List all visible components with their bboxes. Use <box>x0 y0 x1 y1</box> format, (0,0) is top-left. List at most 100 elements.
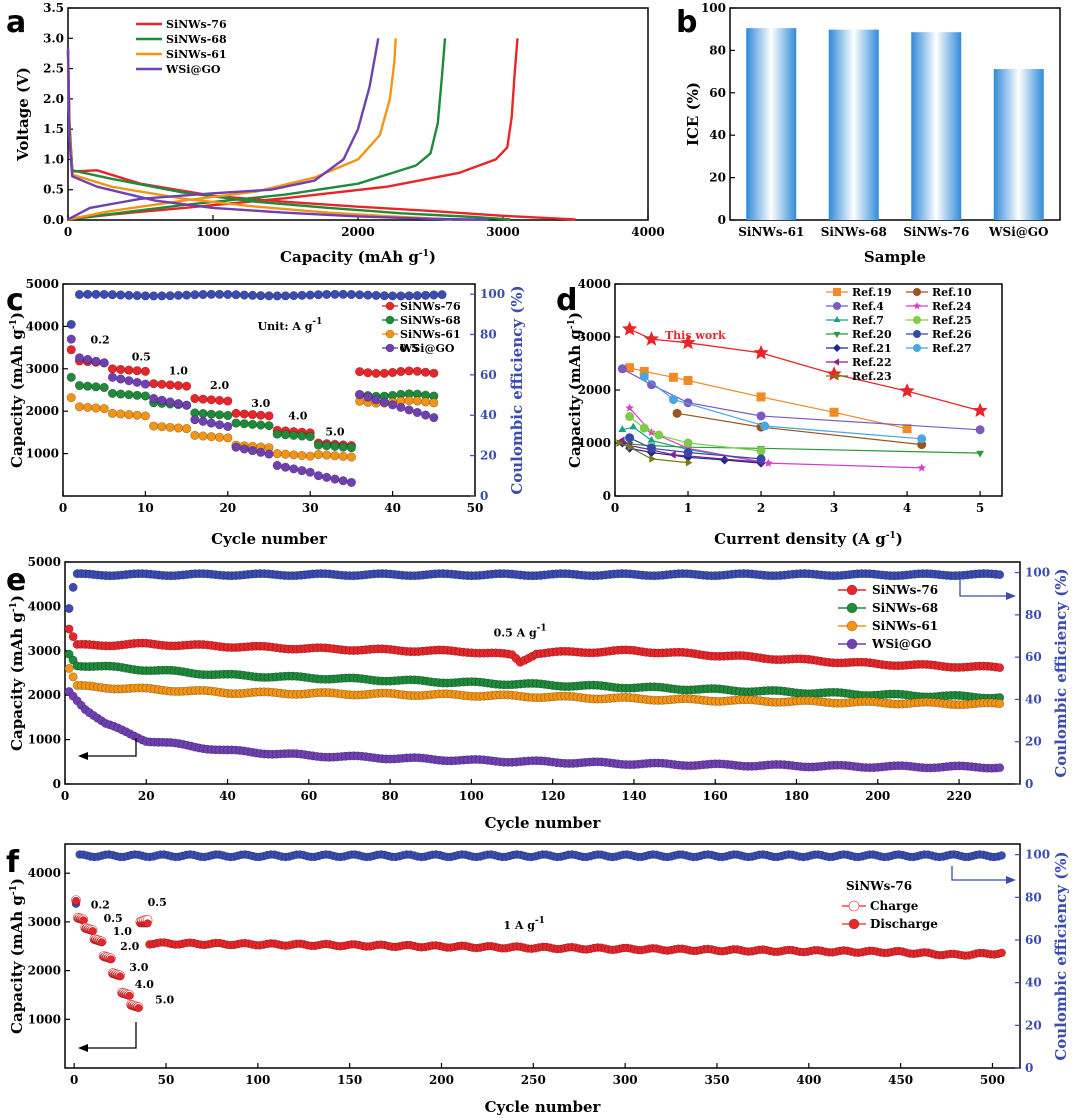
x-tick-label: 1000 <box>196 225 229 239</box>
data-point-SiNWs-61 <box>182 423 192 434</box>
ce-point <box>74 289 85 300</box>
ce-point <box>132 291 142 301</box>
y2-tick-label: 100 <box>480 287 505 301</box>
data-point-marker <box>899 383 915 398</box>
discharge-point <box>115 972 125 981</box>
x-tick-label: WSi@GO <box>988 225 1048 239</box>
ce-point <box>231 290 241 300</box>
data-point-SiNWs-68 <box>305 432 315 442</box>
y-tick-label: 4000 <box>578 277 611 291</box>
data-point-SiNWs-76 <box>124 365 134 375</box>
x-tick-label: 3 <box>830 501 838 515</box>
data-point-WSi@GO <box>412 407 422 418</box>
x-tick-label: 120 <box>540 789 565 803</box>
data-point-SiNWs-68 <box>256 420 266 430</box>
data-point-SiNWs-68 <box>83 381 93 391</box>
data-point-SiNWs-76 <box>182 381 192 391</box>
plot-frame <box>729 7 1061 221</box>
data-point-SiNWs-68 <box>280 430 291 440</box>
data-point-marker <box>833 316 841 322</box>
data-point-SiNWs-76 <box>68 632 78 642</box>
data-point-SiNWs-68 <box>264 421 274 431</box>
data-point-WSi@GO <box>190 415 200 425</box>
legend-label: SiNWs-61 <box>872 619 938 633</box>
x-tick-label: 10 <box>137 501 154 515</box>
x-tick-label: SiNWs-76 <box>903 225 969 239</box>
data-point-WSi@GO <box>404 405 414 415</box>
y2-axis-label: Coulombic efficiency (%) <box>1052 851 1070 1060</box>
ce-point <box>338 289 348 299</box>
y-tick-label: 3.0 <box>43 31 64 45</box>
data-point-marker <box>685 458 693 467</box>
x-tick-label: 40 <box>219 789 236 803</box>
data-point-SiNWs-68 <box>322 441 332 451</box>
data-point-marker <box>643 331 660 346</box>
ce-point <box>396 291 406 301</box>
data-point-WSi@GO <box>223 421 233 432</box>
data-point-SiNWs-68 <box>313 440 324 450</box>
data-point-SiNWs-68 <box>140 391 150 401</box>
data-point-WSi@GO <box>91 356 101 366</box>
legend-marker-discharge <box>848 918 860 930</box>
data-point-WSi@GO <box>420 410 431 420</box>
y2-tick-label: 40 <box>1025 692 1042 706</box>
data-point-marker <box>833 332 841 338</box>
data-point-marker <box>975 425 985 435</box>
data-point-SiNWs-76 <box>116 364 126 375</box>
data-point-marker <box>668 395 678 405</box>
series-line-WSi@GO-charge <box>67 38 380 221</box>
panel-label: a <box>6 5 26 40</box>
y2-tick-label: 100 <box>1025 848 1050 862</box>
data-point-SiNWs-61 <box>173 423 183 433</box>
ce-point <box>437 290 447 300</box>
y-tick-label: 3000 <box>28 915 61 929</box>
data-point-SiNWs-68 <box>66 372 76 382</box>
y-tick-label: 1000 <box>28 733 61 747</box>
ce-point <box>116 290 126 300</box>
rate-label: 3.0 <box>251 397 270 410</box>
rate-label: 2.0 <box>210 379 229 392</box>
data-point-marker <box>649 455 656 463</box>
ce-point <box>165 291 175 301</box>
bar-SiNWs-61 <box>746 28 797 220</box>
data-point-SiNWs-61 <box>107 408 118 418</box>
legend-marker <box>385 315 395 325</box>
x-tick-label: 0 <box>611 501 619 515</box>
ce-point <box>91 289 101 299</box>
ce-point <box>997 851 1006 860</box>
data-point-SiNWs-68 <box>116 389 126 399</box>
x-tick-label: 150 <box>337 1073 362 1087</box>
data-point-SiNWs-76 <box>412 366 422 376</box>
plot-frame <box>64 843 1021 1069</box>
data-point-marker <box>829 407 839 417</box>
ce-point <box>68 582 78 592</box>
discharge-point <box>125 991 134 1000</box>
data-point-SiNWs-76 <box>363 368 373 378</box>
ce-point <box>420 290 431 300</box>
x-tick-label: 450 <box>888 1073 913 1087</box>
x-tick-label: 50 <box>158 1073 175 1087</box>
data-point-marker <box>913 288 921 296</box>
y-tick-label: 4000 <box>26 319 59 333</box>
data-point-marker <box>720 455 730 465</box>
data-point-SiNWs-68 <box>214 410 225 420</box>
data-point-SiNWs-61 <box>68 672 78 682</box>
data-point-SiNWs-76 <box>165 380 175 390</box>
x-tick-label: 160 <box>703 789 728 803</box>
ce-point <box>157 291 167 301</box>
discharge-point <box>79 916 88 925</box>
legend-label: Ref.26 <box>932 328 972 341</box>
data-point-SiNWs-68 <box>206 409 216 419</box>
y2-tick-label: 40 <box>480 408 497 422</box>
x-tick-label: 2 <box>757 501 765 515</box>
data-point-marker <box>756 392 766 402</box>
data-point-SiNWs-68 <box>346 443 357 453</box>
data-point-WSi@GO <box>140 379 150 389</box>
y-tick-label: 3000 <box>578 330 611 344</box>
data-point-marker <box>826 366 842 381</box>
panel-label: b <box>676 5 697 40</box>
x-tick-label: 100 <box>245 1073 270 1087</box>
plot-frame <box>64 561 1021 785</box>
x-tick-label: 2000 <box>341 225 374 239</box>
